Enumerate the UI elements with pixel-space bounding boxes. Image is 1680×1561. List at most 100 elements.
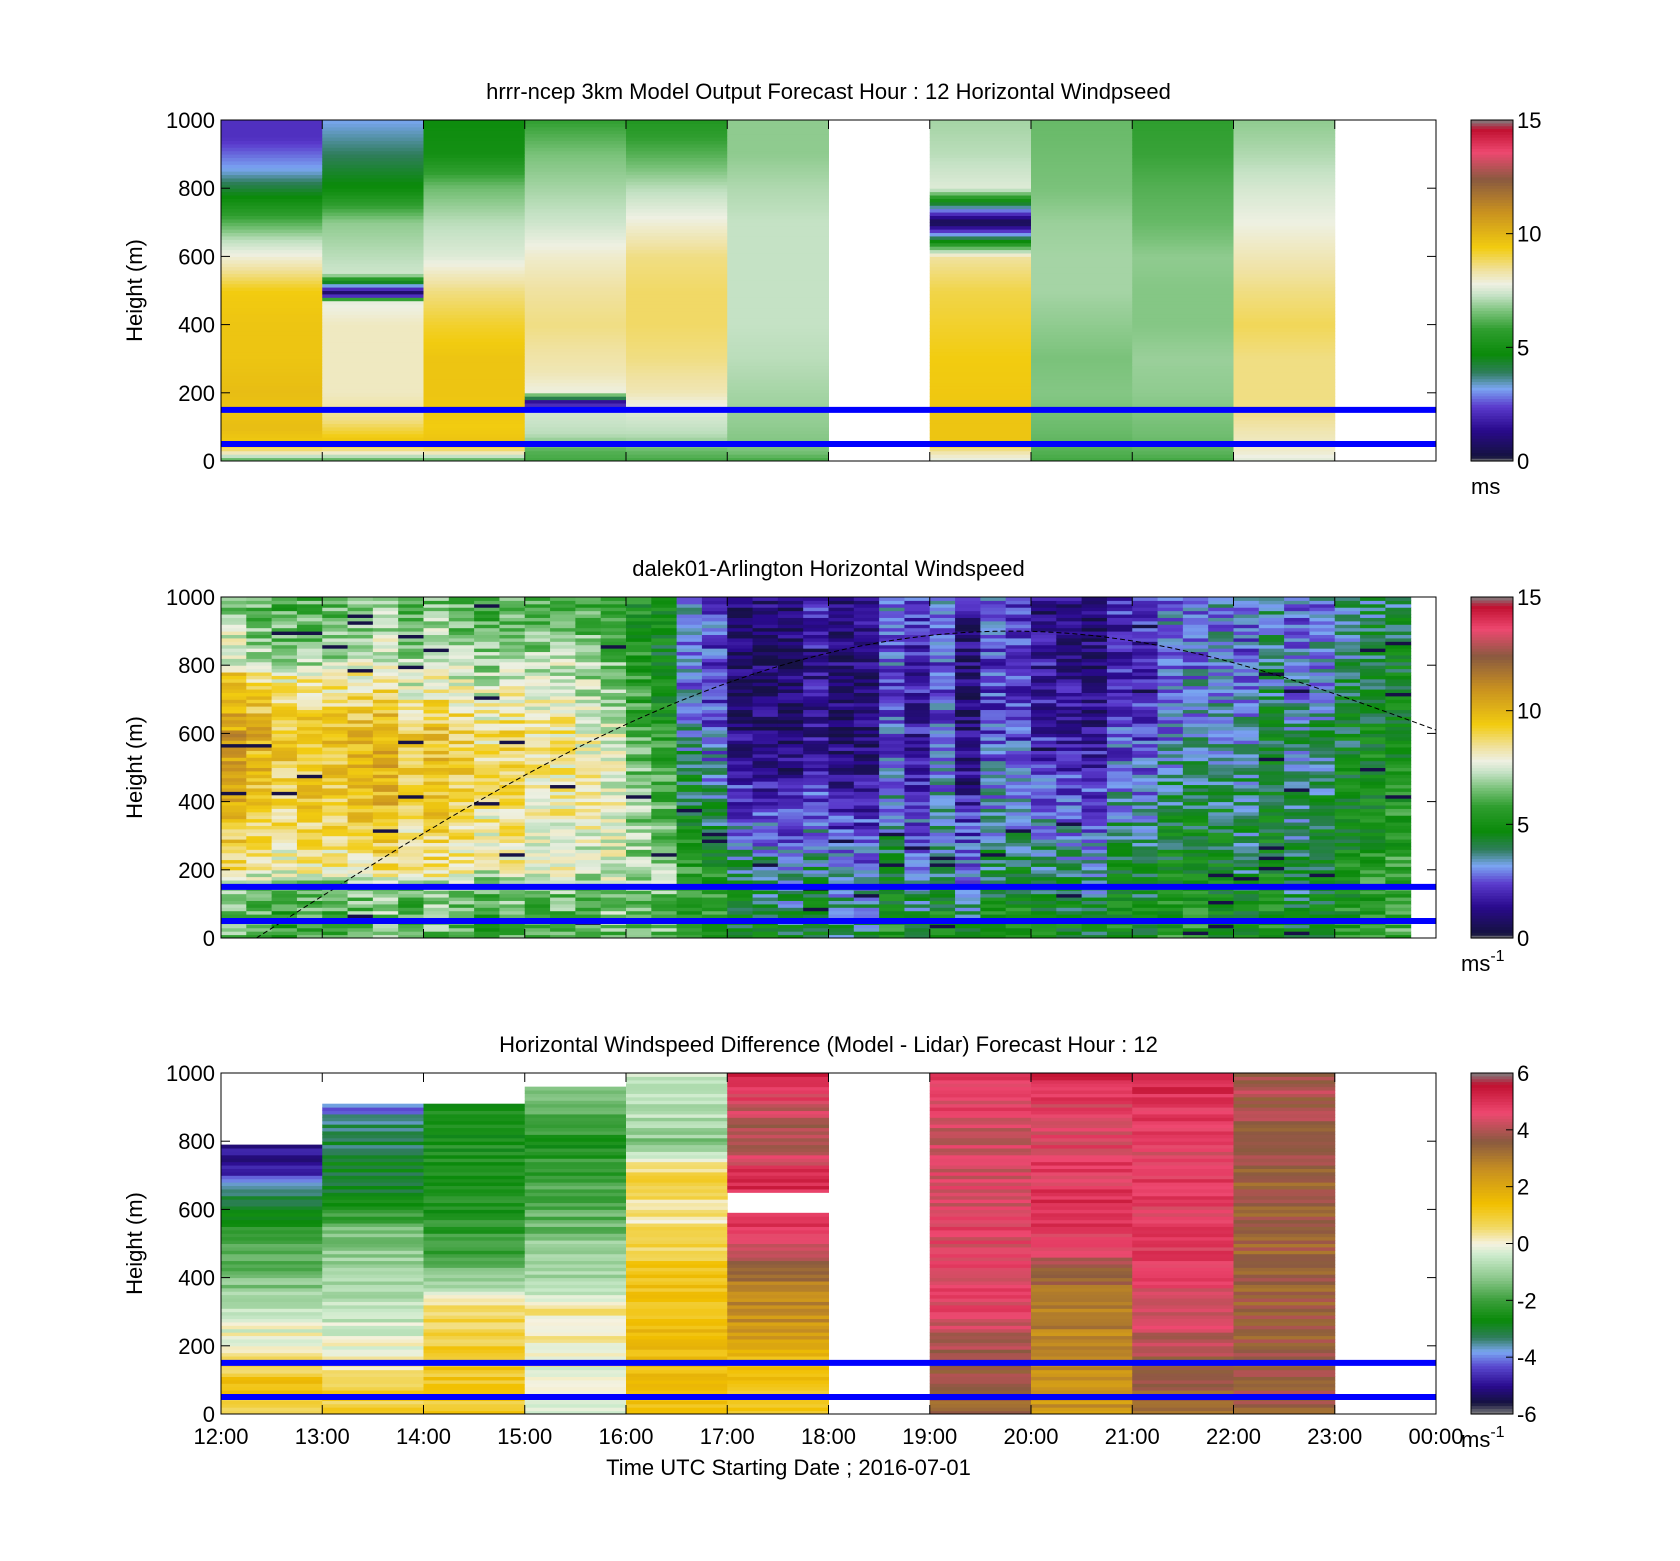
heat-cell [980, 832, 1007, 837]
heat-cell [1132, 706, 1159, 711]
heat-cell [448, 661, 475, 666]
heat-cell [1031, 195, 1133, 199]
heat-cell [347, 743, 374, 748]
heat-cell [296, 876, 323, 881]
heat-cell [929, 430, 1032, 435]
heat-cell [980, 600, 1007, 605]
heat-cell [550, 672, 576, 676]
heat-cell [1081, 880, 1108, 884]
heat-cell [372, 825, 399, 830]
heat-cell [727, 416, 829, 421]
heat-cell [1031, 280, 1133, 285]
heat-cell [600, 781, 627, 786]
heat-cell [1157, 736, 1184, 741]
heat-cell [727, 331, 829, 336]
heat-cell [1132, 341, 1234, 346]
heat-cell [1031, 147, 1133, 152]
heat-cell [221, 334, 323, 339]
heat-cell [1233, 133, 1336, 138]
heat-cell [701, 903, 728, 908]
heat-cell [727, 862, 754, 867]
heat-cell [575, 658, 602, 663]
heat-cell [271, 661, 298, 666]
heat-cell [322, 235, 424, 240]
heat-cell [1233, 287, 1336, 291]
heat-cell [322, 627, 349, 632]
heat-cell [322, 614, 349, 618]
heat-cell [904, 876, 931, 881]
heat-cell [322, 450, 424, 455]
heat-cell [499, 644, 526, 649]
heat-cell [727, 764, 754, 768]
heat-cell [955, 600, 981, 605]
heat-cell [651, 910, 678, 915]
heat-cell [701, 634, 728, 639]
heat-cell [1005, 924, 1032, 929]
heat-cell [448, 770, 475, 775]
heat-cell [929, 246, 1032, 251]
heat-cell [727, 603, 754, 608]
heat-cell [980, 603, 1007, 608]
heat-cell [1005, 685, 1032, 690]
heat-cell [1056, 624, 1083, 629]
heat-cell [752, 740, 779, 745]
heat-cell [777, 668, 804, 673]
heat-cell [448, 845, 475, 850]
heat-cell [828, 903, 855, 908]
heat-cell [1132, 791, 1159, 796]
heat-cell [879, 747, 905, 751]
heat-cell [651, 627, 678, 632]
heat-cell [853, 845, 880, 850]
heat-cell [423, 791, 450, 796]
heat-cell [246, 750, 273, 755]
heat-cell [221, 317, 323, 322]
heat-cell [803, 617, 829, 622]
heat-cell [626, 876, 652, 881]
heat-cell [499, 825, 526, 830]
heat-cell [828, 757, 855, 762]
heat-cell [423, 890, 450, 895]
heat-cell [372, 672, 399, 676]
heat-cell [524, 365, 627, 370]
heat-cell [1081, 692, 1108, 697]
heat-cell [626, 307, 728, 312]
heat-cell [879, 685, 905, 690]
heat-cell [727, 685, 754, 690]
heat-cell [727, 811, 754, 816]
heat-cell [1132, 927, 1159, 932]
heat-cell [701, 798, 728, 803]
heat-cell [271, 808, 298, 813]
heat-cell [727, 822, 754, 826]
heat-cell [575, 614, 602, 618]
heat-cell [550, 634, 576, 639]
heat-cell [626, 815, 652, 820]
heat-cell [1157, 842, 1184, 847]
heat-cell [1005, 757, 1032, 762]
heat-cell [1106, 900, 1133, 905]
heat-cell [727, 787, 754, 792]
heat-cell [904, 839, 931, 844]
heat-cell [1233, 416, 1336, 421]
heat-cell [246, 914, 273, 919]
heat-cell [600, 927, 627, 932]
heat-cell [929, 283, 1032, 288]
colorbar-segment [1471, 381, 1513, 385]
heat-cell [676, 784, 703, 789]
heat-cell [550, 614, 576, 618]
heat-cell [752, 818, 779, 823]
heat-cell [853, 753, 880, 758]
heat-cell [727, 856, 754, 861]
heat-cell [727, 328, 829, 332]
heat-cell [600, 828, 627, 833]
heat-cell [1132, 699, 1159, 704]
heat-cell [828, 835, 855, 840]
heat-cell [474, 743, 500, 748]
heat-cell [550, 770, 576, 775]
heat-cell [474, 654, 500, 659]
heat-cell [752, 770, 779, 775]
heat-cell [474, 757, 500, 762]
heat-cell [727, 450, 829, 455]
heat-cell [575, 784, 602, 789]
heat-cell [1081, 774, 1108, 779]
heat-cell [1056, 805, 1083, 809]
